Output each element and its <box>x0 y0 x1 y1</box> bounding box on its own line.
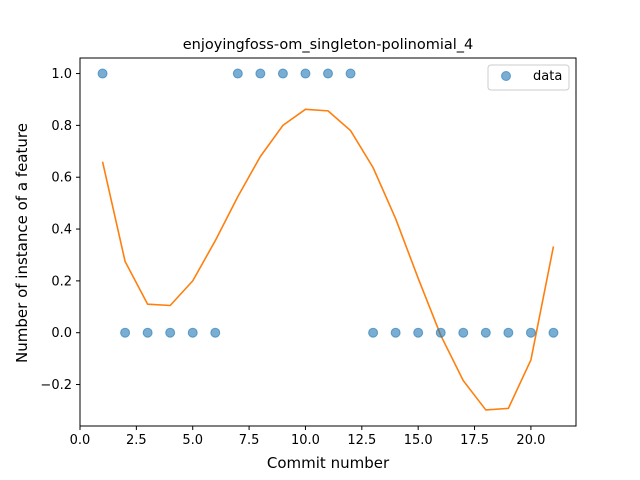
y-tick-label: 1.0 <box>51 67 72 82</box>
data-point <box>503 327 514 338</box>
y-tick-label: 0.0 <box>51 326 72 341</box>
x-tick-label: 7.5 <box>239 433 260 448</box>
data-point <box>480 327 491 338</box>
y-tick-label: 0.6 <box>51 171 72 186</box>
data-point <box>548 327 559 338</box>
data-point <box>142 327 153 338</box>
legend: data <box>487 64 570 91</box>
y-tick-label: 0.4 <box>51 223 72 238</box>
x-tick-label: 2.5 <box>126 433 147 448</box>
scatter-points-layer <box>97 68 559 338</box>
data-point <box>277 68 288 79</box>
legend-label: data <box>533 69 562 84</box>
fit-line-layer <box>101 108 555 411</box>
x-axis-label: Commit number <box>267 454 390 472</box>
data-point <box>368 327 379 338</box>
data-point <box>458 327 469 338</box>
data-point <box>232 68 243 79</box>
data-point <box>187 327 198 338</box>
x-tick-label: 20.0 <box>516 433 545 448</box>
data-point <box>255 68 266 79</box>
data-point <box>120 327 131 338</box>
x-tick-label: 0.0 <box>70 433 91 448</box>
data-point <box>435 327 446 338</box>
x-tick-label: 15.0 <box>404 433 433 448</box>
y-tick-label: −0.2 <box>40 378 72 393</box>
data-point <box>323 68 333 79</box>
y-tick-label: 0.2 <box>51 274 72 289</box>
chart-title: enjoyingfoss-om_singleton-polinomial_4 <box>183 37 474 53</box>
x-tick-label: 17.5 <box>460 433 489 448</box>
x-tick-label: 12.5 <box>347 433 376 448</box>
data-point <box>345 68 356 79</box>
x-tick-label: 10.0 <box>291 433 320 448</box>
data-point <box>300 68 311 79</box>
x-tick-label: 5.0 <box>182 433 203 448</box>
data-point <box>525 327 536 338</box>
y-axis-label: Number of instance of a feature <box>13 123 31 363</box>
data-point <box>390 327 401 338</box>
data-point <box>210 327 221 338</box>
tick-layer: 0.0 2.5 5.0 7.5 10.0 12.5 15.0 17.5 20.0 −0.2 0.0 0… <box>40 67 545 448</box>
plot-frame <box>79 57 577 427</box>
legend-marker <box>501 71 511 81</box>
data-point <box>97 68 108 79</box>
fit-line <box>101 108 555 411</box>
legend-box <box>487 64 570 91</box>
data-point <box>165 327 176 338</box>
y-tick-label: 0.8 <box>51 119 72 134</box>
data-point <box>413 327 424 338</box>
